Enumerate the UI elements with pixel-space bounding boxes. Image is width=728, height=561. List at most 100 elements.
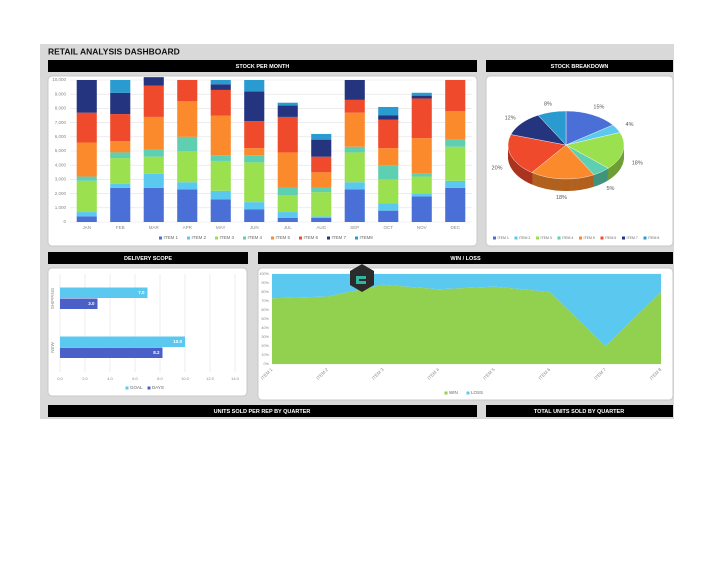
bar-segment (311, 187, 332, 193)
bar-segment (445, 111, 466, 140)
legend-label: GOAL (130, 385, 143, 390)
bar-segment (76, 142, 97, 177)
value-label: 7.0 (138, 290, 145, 295)
bar-segment (110, 183, 131, 188)
bar-segment (110, 152, 131, 159)
y-tick-label: 40% (261, 326, 269, 330)
bar-segment (378, 179, 399, 204)
value-label: 18% (632, 160, 643, 166)
legend-label: ITEM 7 (332, 235, 347, 240)
bar-segment (76, 212, 97, 217)
bar-segment (344, 146, 365, 153)
bar-segment (277, 187, 298, 196)
section-header (48, 405, 477, 417)
pie-slice (537, 110, 567, 146)
x-tick-label: DEC (450, 225, 460, 230)
bar-segment (378, 203, 399, 211)
legend-swatch (147, 386, 151, 390)
value-label: 10.0 (173, 339, 182, 344)
y-tick-label: 6,000 (55, 134, 67, 139)
y-tick-label: 9,000 (55, 91, 67, 96)
bar-segment (210, 84, 231, 90)
bar-segment (344, 112, 365, 147)
x-tick-label: 4.0 (107, 376, 113, 381)
x-tick-label: MAR (149, 225, 160, 230)
x-tick-label: SEP (350, 225, 359, 230)
x-tick-label: JAN (82, 225, 91, 230)
legend-label: ITEM 7 (627, 236, 638, 240)
y-tick-label: 100% (259, 272, 269, 276)
bar-segment (210, 199, 231, 222)
bar-segment (311, 156, 332, 173)
section-header (486, 405, 673, 417)
bar-segment (177, 80, 198, 102)
x-tick-label: 6.0 (132, 376, 138, 381)
legend-label: WIN (449, 390, 458, 395)
bar-segment (411, 138, 432, 174)
chart-title: DELIVERY SCOPE (124, 256, 172, 262)
bar-segment (110, 158, 131, 184)
value-label: 15% (593, 105, 604, 111)
y-tick-label: 8,000 (55, 106, 67, 111)
legend-label: ITEM 5 (276, 235, 291, 240)
dashboard-title: RETAIL ANALYSIS DASHBOARD (48, 46, 180, 56)
y-tick-label: 10% (261, 353, 269, 357)
bar-segment (445, 146, 466, 181)
y-tick-label: 80% (261, 290, 269, 294)
bar-segment (411, 176, 432, 194)
bar-segment (277, 217, 298, 222)
legend-swatch (444, 391, 448, 395)
chart-title: WIN / LOSS (450, 256, 481, 262)
legend-swatch (536, 236, 539, 240)
legend-label: ITEM8 (360, 235, 374, 240)
bar-segment (76, 80, 97, 113)
bar-segment (277, 195, 298, 213)
value-label: 8.2 (153, 350, 160, 355)
y-tick-label: NEW (50, 341, 55, 352)
x-tick-label: 2.0 (82, 376, 88, 381)
bar-segment (76, 176, 97, 181)
bar-segment (311, 172, 332, 188)
bar-segment (244, 121, 265, 149)
bar (60, 298, 98, 309)
legend-swatch (622, 236, 625, 240)
bar-segment (177, 136, 198, 151)
y-tick-label: 2,000 (55, 191, 67, 196)
bar-segment (411, 92, 432, 96)
bar-segment (311, 133, 332, 140)
bar-segment (76, 180, 97, 213)
x-tick-label: JUN (250, 225, 259, 230)
legend-swatch (299, 236, 302, 240)
bar-segment (244, 209, 265, 222)
section-header (258, 252, 673, 264)
bar-segment (110, 80, 131, 93)
legend-label: ITEM 6 (605, 236, 616, 240)
y-tick-label: 60% (261, 308, 269, 312)
value-label: 4% (626, 122, 634, 128)
bar-segment (378, 148, 399, 166)
bar-segment (411, 173, 432, 177)
legend-swatch (514, 236, 518, 240)
bar-segment (344, 189, 365, 222)
bar-segment (411, 196, 432, 222)
x-tick-label: OCT (384, 225, 394, 230)
x-tick-label: JUL (284, 225, 292, 230)
x-tick-label: 0.0 (57, 376, 63, 381)
bar-segment (177, 151, 198, 183)
value-label: 5% (606, 186, 614, 192)
logo-mark (356, 276, 366, 284)
bar-segment (344, 99, 365, 113)
bar-segment (311, 217, 332, 222)
area (272, 274, 661, 346)
bar-segment (277, 102, 298, 106)
bar-segment (311, 139, 332, 157)
bar-segment (411, 193, 432, 197)
y-tick-label: 30% (261, 335, 269, 339)
y-tick-label: 1,000 (55, 205, 67, 210)
y-tick-label: 3,000 (55, 177, 67, 182)
legend-swatch (243, 236, 246, 240)
bar-segment (244, 80, 265, 92)
legend-label: ITEM 1 (498, 236, 509, 240)
bar-segment (378, 106, 399, 116)
